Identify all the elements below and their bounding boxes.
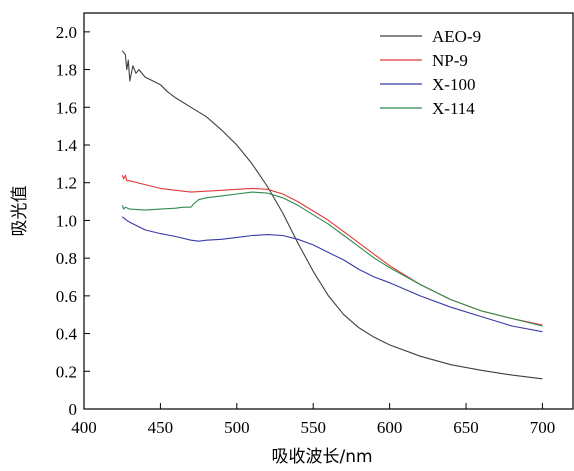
x-axis-title: 吸收波长/nm — [271, 447, 372, 467]
legend-label: NP-9 — [432, 51, 468, 70]
y-tick-label: 0.2 — [56, 362, 77, 381]
y-tick-label: 0 — [69, 400, 78, 419]
series-line-x-114 — [121, 191, 543, 327]
legend-label: X-114 — [432, 99, 475, 118]
y-tick-label: 1.6 — [56, 98, 77, 117]
series-line-aeo-9 — [121, 50, 543, 380]
x-tick-label: 700 — [530, 418, 556, 437]
x-tick-label: 650 — [453, 418, 479, 437]
y-tick-label: 0.4 — [56, 325, 78, 344]
legend-label: AEO-9 — [432, 27, 481, 46]
x-axis: 400 450 500 550 600 650 700 — [71, 403, 555, 437]
y-tick-label: 1.0 — [56, 211, 77, 230]
legend-label: X-100 — [432, 75, 475, 94]
series-line-x-100 — [121, 216, 543, 333]
y-tick-label: 1.2 — [56, 174, 77, 193]
series-layer — [121, 50, 543, 380]
x-tick-label: 450 — [148, 418, 174, 437]
y-axis-title: 吸光值 — [10, 186, 30, 237]
y-tick-label: 0.6 — [56, 287, 77, 306]
series-line-np-9 — [121, 174, 543, 326]
plot-frame — [83, 12, 574, 410]
y-tick-label: 1.8 — [56, 61, 77, 80]
x-tick-label: 500 — [224, 418, 250, 437]
x-tick-label: 400 — [71, 418, 97, 437]
y-axis: 0 0.2 0.4 0.6 0.8 1.0 1.2 1.4 1.6 1.8 2.0 — [56, 23, 90, 419]
x-tick-label: 550 — [300, 418, 326, 437]
x-tick-label: 600 — [377, 418, 403, 437]
y-tick-label: 1.4 — [56, 136, 78, 155]
y-tick-label: 2.0 — [56, 23, 77, 42]
y-tick-label: 0.8 — [56, 249, 77, 268]
legend: AEO-9 NP-9 X-100 X-114 — [380, 27, 481, 118]
